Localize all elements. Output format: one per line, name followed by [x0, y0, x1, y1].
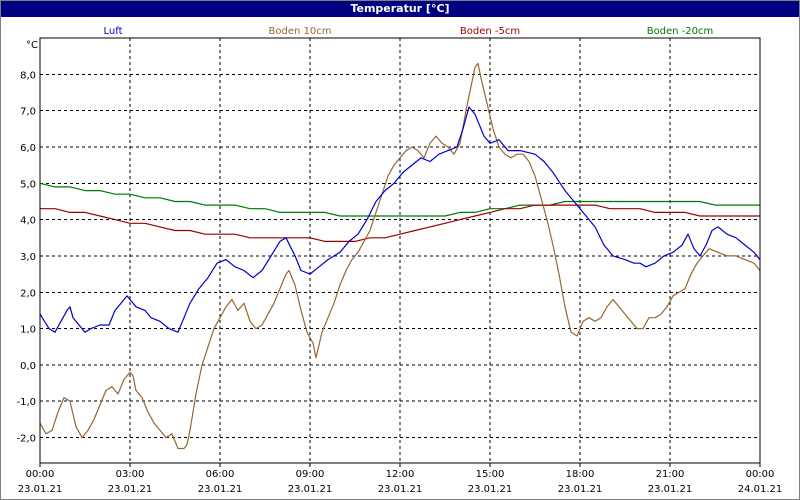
y-tick-label: -2,0 [16, 434, 36, 445]
y-axis-unit: °C [26, 40, 38, 51]
x-tick-time: 00:00 [746, 469, 775, 480]
series-line-boden-5cm [40, 204, 760, 242]
grid-lines [40, 38, 760, 463]
series-line-luft [39, 106, 761, 333]
y-tick-label: 2,0 [20, 288, 36, 299]
x-tick-time: 12:00 [386, 469, 415, 480]
legend-entry: Luft [104, 26, 123, 37]
legend-entry: Boden 10cm [269, 26, 332, 37]
series-line-boden-20cm [39, 182, 760, 217]
x-tick-time: 03:00 [116, 469, 145, 480]
x-tick-date: 23.01.21 [18, 484, 63, 495]
x-tick-date: 23.01.21 [108, 484, 153, 495]
y-tick-label: 5,0 [20, 179, 36, 190]
x-tick-date: 23.01.21 [198, 484, 243, 495]
x-tick-time: 09:00 [296, 469, 325, 480]
legend: Luft Boden 10cm Boden -5cm Boden -20cm [104, 26, 714, 37]
axes: 8,0 7,0 6,0 5,0 4,0 3,0 2,0 1,0 0,0 -1,0 -2,0 °C 00:… [16, 37, 783, 495]
series-line-boden-10cm [39, 62, 761, 450]
x-tick-date: 23.01.21 [288, 484, 333, 495]
y-tick-label: -1,0 [16, 397, 36, 408]
plot-border [39, 37, 761, 464]
series-lines [39, 62, 761, 450]
y-tick-label: 1,0 [20, 325, 36, 336]
chart-title: Temperatur [°C] [1, 1, 799, 17]
x-tick-time: 21:00 [656, 469, 685, 480]
legend-entry: Boden -20cm [647, 26, 714, 37]
x-tick-time: 18:00 [566, 469, 595, 480]
y-tick-label: 6,0 [20, 143, 36, 154]
x-tick-time: 00:00 [26, 469, 55, 480]
x-tick-date: 23.01.21 [558, 484, 603, 495]
x-tick-date: 23.01.21 [378, 484, 423, 495]
x-tick-date: 23.01.21 [648, 484, 693, 495]
x-tick-time: 15:00 [476, 469, 505, 480]
x-tick-time: 06:00 [206, 469, 235, 480]
x-tick-date: 23.01.21 [468, 484, 513, 495]
y-tick-label: 3,0 [20, 252, 36, 263]
legend-entry: Boden -5cm [460, 26, 520, 37]
y-tick-label: 7,0 [20, 107, 36, 118]
y-tick-label: 8,0 [20, 70, 36, 81]
y-tick-label: 0,0 [20, 361, 36, 372]
y-tick-label: 4,0 [20, 216, 36, 227]
x-tick-date: 24.01.21 [738, 484, 783, 495]
